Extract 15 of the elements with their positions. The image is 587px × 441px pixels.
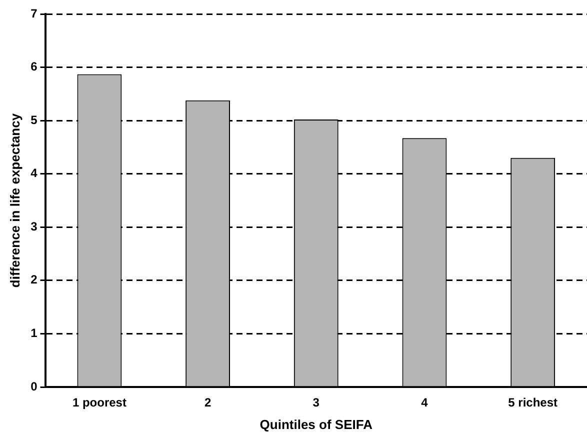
y-tick-label: 3 <box>30 219 38 234</box>
x-tick-label: 2 <box>204 396 212 410</box>
x-tick-label: 4 <box>421 396 428 410</box>
y-tick-label: 7 <box>30 6 38 20</box>
x-tick-label: 5 richest <box>508 396 558 410</box>
y-tick-label: 1 <box>30 326 38 340</box>
y-tick-label: 6 <box>30 60 38 74</box>
x-axis-title: Quintiles of SEIFA <box>260 416 374 432</box>
y-tick-label: 0 <box>30 379 38 394</box>
x-tick-label: 3 <box>312 396 320 410</box>
y-tick-label: 4 <box>30 166 38 180</box>
y-axis-title: difference in life expectancy <box>7 112 22 288</box>
y-tick-label: 5 <box>30 112 38 127</box>
y-tick-label: 2 <box>30 272 38 287</box>
x-tick-label: 1 poorest <box>72 396 126 410</box>
